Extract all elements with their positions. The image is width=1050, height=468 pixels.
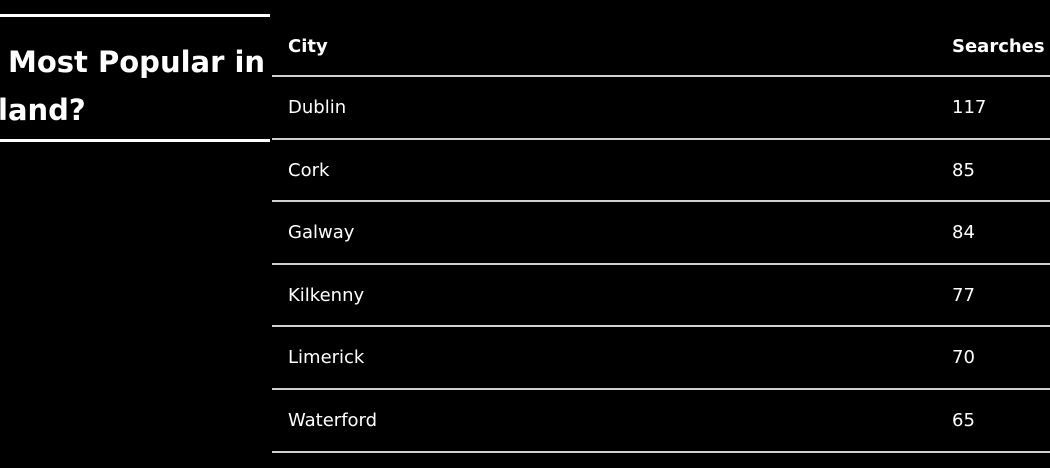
table: City Searches Dublin 117 Cork 85 Galway 84 Kilke… (272, 0, 1050, 468)
row-divider (272, 137, 1050, 140)
searches-cell: 65 (952, 410, 975, 431)
row-divider (272, 325, 1050, 328)
heading-rule (0, 139, 270, 142)
searches-cell: 70 (952, 347, 975, 369)
searches-cell: 85 (952, 159, 975, 181)
heading-line: land? (0, 93, 86, 127)
row-divider (272, 450, 1050, 453)
city-cell: Kilkenny (288, 284, 365, 306)
city-cell: Waterford (288, 410, 378, 431)
city-cell: Galway (288, 222, 355, 244)
column-header: City (288, 36, 328, 57)
column-header: Searches (952, 36, 1045, 57)
city-cell: Limerick (288, 347, 365, 369)
searches-cell: 77 (952, 284, 975, 306)
row-divider (272, 388, 1050, 390)
searches-cell: 117 (952, 97, 987, 118)
heading-line: Most Popular in (8, 45, 266, 79)
heading-rule (0, 14, 270, 17)
row-divider (272, 75, 1050, 77)
city-cell: Cork (288, 159, 330, 181)
city-cell: Dublin (288, 97, 347, 118)
searches-cell: 84 (952, 222, 975, 244)
row-divider (272, 262, 1050, 265)
row-divider (272, 200, 1050, 203)
